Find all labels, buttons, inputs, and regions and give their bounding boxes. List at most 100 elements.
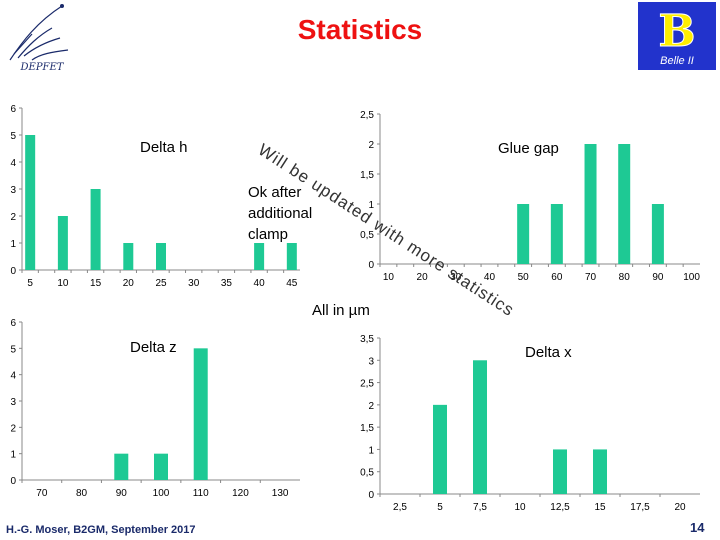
chart-annotation: Glue gap: [498, 140, 559, 157]
x-tick-label: 10: [514, 502, 526, 513]
y-tick-label: 2: [10, 423, 16, 434]
y-tick-label: 0: [10, 476, 16, 487]
y-tick-label: 5: [10, 131, 16, 142]
y-tick-label: 1,5: [360, 170, 374, 181]
x-tick-label: 15: [90, 278, 102, 289]
desy-logo-caption: DEPFET: [20, 62, 65, 73]
x-tick-label: 70: [585, 272, 597, 283]
bar: [651, 204, 664, 264]
bar: [156, 243, 166, 270]
x-tick-label: 40: [254, 278, 266, 289]
y-tick-label: 5: [10, 344, 16, 355]
x-tick-label: 20: [674, 502, 686, 513]
bar: [123, 243, 134, 270]
x-tick-label: 7,5: [473, 502, 487, 513]
chart-annotation: Ok after: [248, 184, 301, 201]
bar: [473, 360, 487, 494]
bar: [25, 135, 36, 270]
chart-annotation: Delta z: [130, 339, 177, 356]
bar: [193, 348, 208, 480]
y-tick-label: 2: [10, 212, 16, 223]
y-tick-label: 2: [368, 401, 374, 412]
y-tick-label: 4: [10, 158, 16, 169]
chart-annotation: additional: [248, 205, 312, 222]
x-tick-label: 120: [232, 488, 249, 499]
x-tick-label: 5: [437, 502, 443, 513]
page-number: 14: [690, 520, 705, 535]
page-title: Statistics: [297, 14, 423, 45]
x-tick-label: 30: [188, 278, 200, 289]
x-tick-label: 40: [484, 272, 496, 283]
x-tick-label: 5: [27, 278, 33, 289]
bar: [517, 204, 530, 264]
desy-logo: DEPFET: [2, 2, 84, 74]
x-tick-label: 90: [652, 272, 664, 283]
chart-annotation: Delta h: [140, 139, 188, 156]
x-tick-label: 25: [155, 278, 167, 289]
chart-annotation: Delta x: [525, 344, 572, 361]
x-tick-label: 45: [286, 278, 298, 289]
y-tick-label: 0,5: [360, 230, 374, 241]
y-tick-label: 2,5: [360, 110, 374, 121]
y-tick-label: 3: [10, 185, 16, 196]
x-tick-label: 100: [153, 488, 170, 499]
bar: [553, 449, 567, 494]
y-tick-label: 1: [10, 239, 16, 250]
x-tick-label: 60: [551, 272, 563, 283]
bar: [584, 144, 597, 264]
x-tick-label: 90: [116, 488, 128, 499]
x-tick-label: 80: [76, 488, 88, 499]
x-tick-label: 17,5: [630, 502, 650, 513]
y-tick-label: 2,5: [360, 379, 374, 390]
footer-author: H.-G. Moser, B2GM, September 2017: [6, 524, 196, 536]
delta-z-chart: 0 1 2 3 4 5 6 70 80 90 100 110 120 130 Delta z: [10, 318, 300, 499]
x-tick-label: 20: [123, 278, 135, 289]
bar: [154, 453, 168, 480]
bar: [618, 144, 631, 264]
x-tick-label: 70: [36, 488, 48, 499]
y-tick-label: 0: [10, 266, 16, 277]
chart-annotation: clamp: [248, 226, 288, 243]
x-tick-label: 10: [383, 272, 395, 283]
y-tick-label: 0,5: [360, 468, 374, 479]
x-tick-label: 2,5: [393, 502, 407, 513]
y-tick-label: 0: [368, 490, 374, 501]
bar: [114, 453, 129, 480]
y-tick-label: 3: [10, 397, 16, 408]
bar: [286, 243, 297, 270]
y-tick-label: 6: [10, 318, 16, 329]
belle-ii-logo: B Belle II: [638, 2, 716, 70]
x-tick-label: 50: [518, 272, 530, 283]
units-note: All in µm: [312, 302, 370, 319]
x-tick-label: 30: [450, 272, 462, 283]
x-tick-label: 110: [193, 488, 209, 499]
svg-text:B: B: [658, 6, 695, 57]
y-tick-label: 3: [368, 356, 374, 367]
y-tick-label: 1: [368, 445, 374, 456]
x-tick-label: 130: [272, 488, 289, 499]
bar: [57, 216, 68, 270]
x-tick-label: 12,5: [550, 502, 570, 513]
glue-gap-chart: 0 0,5 1 1,5 2 2,5 10 20 30 40 50 60 70 80 90 100 Glue ga…: [360, 110, 700, 283]
bar: [550, 204, 563, 264]
y-tick-label: 6: [10, 104, 16, 115]
x-tick-label: 15: [594, 502, 606, 513]
y-tick-label: 3,5: [360, 334, 374, 345]
bar: [593, 449, 607, 494]
delta-x-chart: 0 0,5 1 1,5 2 2,5 3 3,5 2,5 5 7,5 10 12,5 15 17,5 20 Del…: [360, 334, 700, 513]
x-tick-label: 100: [683, 272, 700, 283]
y-tick-label: 0: [368, 260, 374, 271]
y-tick-label: 1: [10, 450, 16, 461]
x-tick-label: 20: [417, 272, 429, 283]
bar: [433, 404, 447, 494]
belle-ii-caption: Belle II: [660, 55, 694, 67]
y-tick-label: 2: [368, 140, 374, 151]
y-tick-label: 4: [10, 371, 16, 382]
y-tick-label: 1,5: [360, 423, 374, 434]
x-tick-label: 10: [57, 278, 69, 289]
bar: [254, 243, 265, 270]
y-tick-label: 1: [368, 200, 374, 211]
x-tick-label: 80: [619, 272, 631, 283]
x-tick-label: 35: [221, 278, 233, 289]
